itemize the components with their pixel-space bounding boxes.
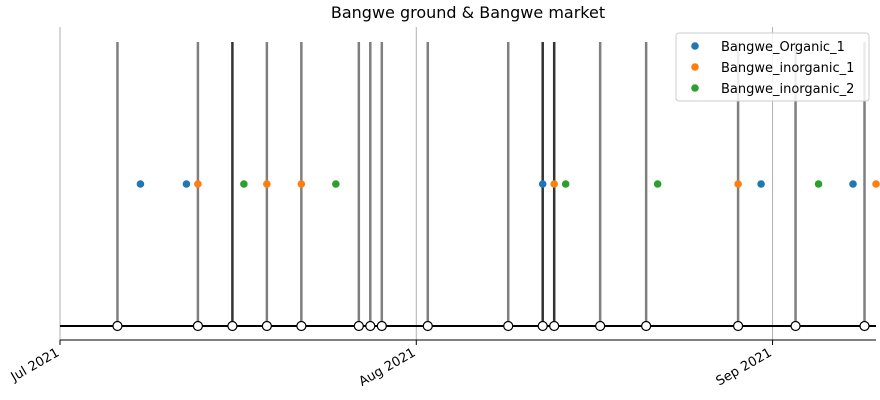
event-marker	[112, 320, 123, 332]
event-marker	[353, 320, 364, 332]
event-marker	[192, 320, 204, 332]
series-point	[297, 180, 306, 188]
event-marker	[732, 320, 744, 332]
legend-marker	[691, 84, 699, 92]
grid	[59, 27, 774, 340]
event-marker	[365, 320, 376, 332]
event-marker	[296, 320, 307, 332]
event-marker	[595, 320, 606, 332]
series-point	[332, 180, 340, 188]
series-point	[849, 180, 857, 188]
legend-label: Bangwe_inorganic_1	[721, 61, 854, 76]
series-point	[538, 180, 547, 188]
series-point	[561, 180, 570, 188]
x-ticks: Jul 2021 Aug 2021 Sep 2021	[8, 340, 775, 390]
event-marker	[859, 320, 870, 332]
legend: Bangwe_Organic_1 Bangwe_inorganic_1 Bangwe…	[675, 32, 870, 102]
series-point	[872, 180, 880, 188]
legend-label: Bangwe_Organic_1	[721, 40, 845, 55]
x-tick-label: Aug 2021	[357, 345, 419, 389]
series-point	[240, 180, 248, 188]
legend-marker	[691, 42, 699, 50]
x-tick-label: Jul 2021	[8, 345, 62, 385]
event-marker	[376, 320, 387, 332]
event-marker	[227, 320, 238, 332]
series-point	[263, 180, 271, 188]
event-markers	[112, 320, 870, 332]
legend-marker	[691, 63, 699, 71]
event-marker	[537, 320, 548, 332]
event-marker	[422, 320, 433, 332]
series-point	[814, 180, 823, 188]
x-tick-label: Sep 2021	[714, 345, 775, 389]
series-point	[734, 180, 742, 188]
legend-box	[675, 32, 870, 102]
chart-title: Bangwe ground & Bangwe market	[331, 3, 605, 22]
series-points	[136, 180, 880, 188]
series-point	[182, 180, 191, 188]
legend-label: Bangwe_inorganic_2	[721, 82, 854, 97]
series-point	[550, 180, 558, 188]
event-marker	[261, 320, 272, 332]
event-marker	[790, 320, 801, 332]
event-marker	[503, 320, 514, 332]
series-point	[194, 180, 202, 188]
series-point	[653, 180, 662, 188]
event-marker	[549, 320, 560, 332]
series-point	[136, 180, 145, 188]
series-point	[757, 180, 765, 188]
event-marker	[641, 320, 652, 332]
